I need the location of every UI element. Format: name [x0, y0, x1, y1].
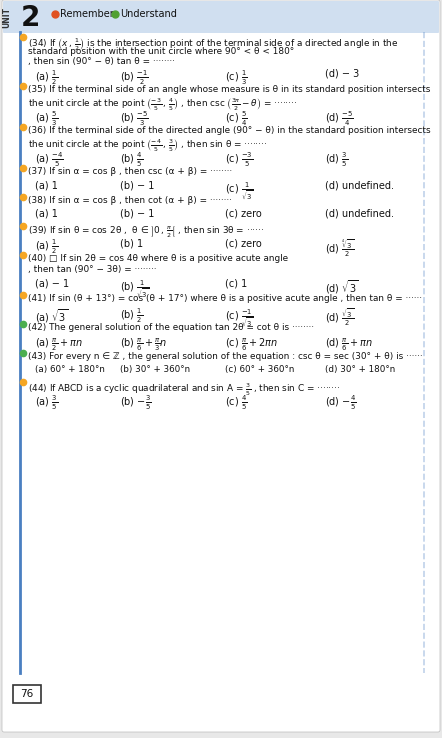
Text: (c) 60° + 360°n: (c) 60° + 360°n [225, 365, 294, 374]
Text: (c) zero: (c) zero [225, 209, 262, 219]
Text: (35) If the terminal side of an angle whose measure is θ in its standard positio: (35) If the terminal side of an angle wh… [28, 85, 431, 94]
Text: (b) $-\frac{3}{5}$: (b) $-\frac{3}{5}$ [120, 394, 152, 413]
Text: (b) $\frac{-5}{3}$: (b) $\frac{-5}{3}$ [120, 110, 149, 128]
Text: (d) $\frac{\sqrt[4]{3}}{2}$: (d) $\frac{\sqrt[4]{3}}{2}$ [325, 238, 354, 260]
Text: 2: 2 [20, 4, 40, 32]
Text: (43) For every n ∈ ℤ , the general solution of the equation : csc θ = sec (30° +: (43) For every n ∈ ℤ , the general solut… [28, 352, 423, 361]
Text: (b) $\frac{1}{2}$: (b) $\frac{1}{2}$ [120, 307, 143, 325]
Text: (41) If sin (θ + 13°) = cos (θ + 17°) where θ is a positive acute angle , then t: (41) If sin (θ + 13°) = cos (θ + 17°) wh… [28, 294, 422, 303]
Text: (b) 30° + 360°n: (b) 30° + 360°n [120, 365, 190, 374]
Text: standard position with the unit circle where 90° < θ < 180°: standard position with the unit circle w… [28, 47, 294, 56]
Text: (d) $\sqrt{3}$: (d) $\sqrt{3}$ [325, 278, 358, 296]
Text: (36) If the terminal side of the directed angle (90° − θ) in the standard positi: (36) If the terminal side of the directe… [28, 126, 431, 135]
Text: (d) 30° + 180°n: (d) 30° + 180°n [325, 365, 395, 374]
Text: (b) $\frac{\pi}{6} + \frac{\pi}{3}n$: (b) $\frac{\pi}{6} + \frac{\pi}{3}n$ [120, 336, 168, 353]
Text: (d) undefined.: (d) undefined. [325, 180, 394, 190]
Text: , then sin (90° − θ) tan θ = ········: , then sin (90° − θ) tan θ = ········ [28, 57, 175, 66]
FancyBboxPatch shape [13, 685, 41, 703]
Text: , then tan (90° − 3θ) = ········: , then tan (90° − 3θ) = ········ [28, 265, 156, 274]
FancyBboxPatch shape [3, 1, 439, 33]
Text: (38) If sin α = cos β , then cot (α + β) = ········: (38) If sin α = cos β , then cot (α + β)… [28, 196, 232, 205]
Text: (c) zero: (c) zero [225, 238, 262, 248]
Text: (a) $\frac{-4}{5}$: (a) $\frac{-4}{5}$ [35, 151, 64, 169]
Text: (d) undefined.: (d) undefined. [325, 209, 394, 219]
Text: (a) 1: (a) 1 [35, 209, 58, 219]
Text: (a) $\frac{1}{2}$: (a) $\frac{1}{2}$ [35, 69, 58, 87]
Text: (42) The general solution of the equation tan 2θ = cot θ is ········: (42) The general solution of the equatio… [28, 323, 314, 332]
Text: Understand: Understand [120, 9, 177, 19]
Text: (34) If $\left(x\,,\,\frac{1}{2}\right)$ is the intersection point of the termin: (34) If $\left(x\,,\,\frac{1}{2}\right)$… [28, 36, 398, 52]
Text: (c) 1: (c) 1 [225, 278, 247, 288]
Text: (c) $\frac{4}{5}$: (c) $\frac{4}{5}$ [225, 394, 248, 413]
Text: (c) $\frac{1}{3}$: (c) $\frac{1}{3}$ [225, 69, 248, 87]
Text: (d) $\frac{3}{5}$: (d) $\frac{3}{5}$ [325, 151, 348, 169]
Text: (c) $\frac{\pi}{6} + 2\pi n$: (c) $\frac{\pi}{6} + 2\pi n$ [225, 336, 278, 353]
Text: (b) − 1: (b) − 1 [120, 209, 154, 219]
Text: UNIT: UNIT [3, 7, 11, 27]
Text: Remember: Remember [60, 9, 114, 19]
Text: (d) $-\frac{4}{5}$: (d) $-\frac{4}{5}$ [325, 394, 356, 413]
Text: (b) $\frac{1}{\sqrt{3}}$: (b) $\frac{1}{\sqrt{3}}$ [120, 278, 149, 300]
Text: (b) 1: (b) 1 [120, 238, 143, 248]
Text: (d) $\frac{\sqrt{3}}{2}$: (d) $\frac{\sqrt{3}}{2}$ [325, 307, 354, 328]
Text: (c) $\frac{-1}{\sqrt{3}}$: (c) $\frac{-1}{\sqrt{3}}$ [225, 307, 253, 329]
Text: (a) $\frac{5}{3}$: (a) $\frac{5}{3}$ [35, 110, 58, 128]
Text: (d) $\frac{\pi}{6} + \pi n$: (d) $\frac{\pi}{6} + \pi n$ [325, 336, 373, 353]
Text: the unit circle at the point $\left(\frac{-3}{5}\,,\,\frac{4}{5}\right)$ , then : the unit circle at the point $\left(\fra… [28, 96, 297, 113]
Text: (c) $\frac{-3}{5}$: (c) $\frac{-3}{5}$ [225, 151, 253, 169]
Text: (b) − 1: (b) − 1 [120, 180, 154, 190]
Text: (c) $\frac{5}{4}$: (c) $\frac{5}{4}$ [225, 110, 248, 128]
Text: the unit circle at the point $\left(\frac{-4}{5}\,,\,\frac{3}{5}\right)$ , then : the unit circle at the point $\left(\fra… [28, 137, 267, 154]
Text: (d) $\frac{-5}{4}$: (d) $\frac{-5}{4}$ [325, 110, 354, 128]
Text: (a) $\frac{1}{2}$: (a) $\frac{1}{2}$ [35, 238, 58, 256]
Text: (d) − 3: (d) − 3 [325, 69, 359, 79]
Text: (40) □ If sin 2θ = cos 4θ where θ is a positive acute angle: (40) □ If sin 2θ = cos 4θ where θ is a p… [28, 254, 288, 263]
Text: (a) − 1: (a) − 1 [35, 278, 69, 288]
Text: (b) $\frac{-1}{2}$: (b) $\frac{-1}{2}$ [120, 69, 149, 87]
Text: (44) If ABCD is a cyclic quadrilateral and sin A = $\frac{3}{5}$ , then sin C = : (44) If ABCD is a cyclic quadrilateral a… [28, 381, 340, 398]
Text: 76: 76 [20, 689, 34, 699]
Text: (39) If sin θ = cos 2θ ,  θ ∈ $\left]0\,,\,\frac{\pi}{2}\right[$ , then sin 3θ =: (39) If sin θ = cos 2θ , θ ∈ $\left]0\,,… [28, 225, 264, 240]
Text: (b) $\frac{4}{5}$: (b) $\frac{4}{5}$ [120, 151, 143, 169]
Text: (a) 60° + 180°n: (a) 60° + 180°n [35, 365, 105, 374]
Text: (c) $\frac{1}{\sqrt{3}}$: (c) $\frac{1}{\sqrt{3}}$ [225, 180, 253, 202]
Text: (a) $\sqrt{3}$: (a) $\sqrt{3}$ [35, 307, 68, 325]
Text: (a) $\frac{3}{5}$: (a) $\frac{3}{5}$ [35, 394, 58, 413]
Text: (a) $\frac{\pi}{2} + \pi n$: (a) $\frac{\pi}{2} + \pi n$ [35, 336, 83, 353]
Text: (a) 1: (a) 1 [35, 180, 58, 190]
Text: (37) If sin α = cos β , then csc (α + β) = ········: (37) If sin α = cos β , then csc (α + β)… [28, 167, 232, 176]
